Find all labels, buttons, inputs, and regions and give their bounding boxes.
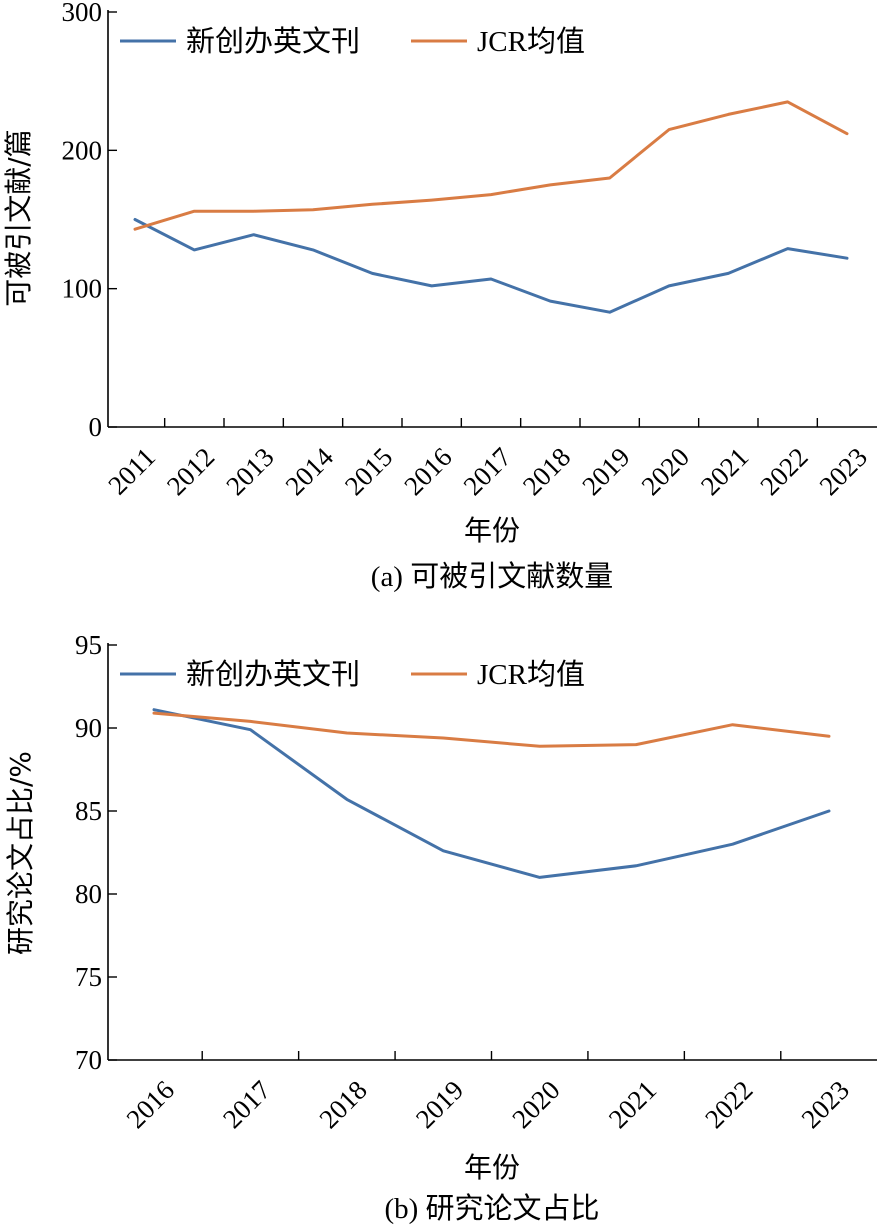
a-x-tick-label: 2012 xyxy=(161,442,220,501)
a-x-tick-label: 2023 xyxy=(814,442,873,501)
a-x-tick-label: 2022 xyxy=(754,442,813,501)
b-x-tick-label: 2016 xyxy=(121,1075,180,1134)
a-x-tick-label: 2013 xyxy=(220,442,279,501)
b-x-tick-label: 2022 xyxy=(699,1075,758,1134)
a-series-line-1 xyxy=(133,100,849,231)
a-y-tick-label: 300 xyxy=(62,0,103,27)
chart-a-caption: (a) 可被引文献数量 xyxy=(371,560,613,593)
b-y-tick-label: 95 xyxy=(75,630,102,660)
b-series-line-0 xyxy=(152,708,831,879)
b-y-tick-label: 90 xyxy=(75,713,102,743)
b-y-tick-label: 85 xyxy=(75,796,102,826)
a-legend-label-1: JCR均值 xyxy=(477,25,585,58)
a-x-tick-label: 2011 xyxy=(102,442,161,501)
b-series-line-1 xyxy=(152,711,831,748)
chart-b-x-axis-title: 年份 xyxy=(464,1151,520,1184)
b-x-tick-label: 2018 xyxy=(313,1075,372,1134)
a-x-tick-label: 2018 xyxy=(517,442,576,501)
chart-b-research-article-ratio: 70 75 80 85 90 95 2016 2017 2018 2019 2020 2021 202… xyxy=(4,630,877,1225)
b-y-tick-label: 75 xyxy=(75,962,102,992)
b-x-tick-label: 2021 xyxy=(603,1075,662,1134)
chart-b-caption: (b) 研究论文占比 xyxy=(384,1192,599,1225)
b-x-tick-label: 2019 xyxy=(410,1075,469,1134)
chart-a-legend: 新创办英文刊 JCR均值 xyxy=(120,25,585,58)
b-x-tick-label: 2020 xyxy=(506,1075,565,1134)
b-legend-label-0: 新创办英文刊 xyxy=(186,658,360,691)
b-x-tick-label: 2017 xyxy=(217,1075,276,1134)
b-y-tick-label: 80 xyxy=(75,879,102,909)
chart-a-x-axis-title: 年份 xyxy=(464,514,520,547)
a-y-tick-label: 0 xyxy=(89,412,103,442)
a-series-line-0 xyxy=(133,218,849,314)
a-x-tick-label: 2016 xyxy=(398,442,457,501)
a-legend-label-0: 新创办英文刊 xyxy=(186,25,360,58)
a-x-tick-label: 2017 xyxy=(458,442,517,501)
a-y-tick-label: 100 xyxy=(62,274,103,304)
a-x-tick-label: 2015 xyxy=(339,442,398,501)
chart-a-y-axis-title: 可被引文献/篇 xyxy=(2,129,35,306)
b-legend-label-1: JCR均值 xyxy=(477,658,585,691)
a-x-tick-label: 2020 xyxy=(636,442,695,501)
a-x-tick-label: 2014 xyxy=(280,441,340,501)
a-y-tick-label: 200 xyxy=(62,135,103,165)
chart-b-y-axis-title: 研究论文占比/% xyxy=(4,751,37,955)
a-x-tick-label: 2019 xyxy=(576,442,635,501)
b-y-tick-label: 70 xyxy=(75,1045,102,1075)
a-x-tick-label: 2021 xyxy=(695,442,754,501)
b-x-tick-label: 2023 xyxy=(796,1075,855,1134)
chart-b-legend: 新创办英文刊 JCR均值 xyxy=(120,658,585,691)
